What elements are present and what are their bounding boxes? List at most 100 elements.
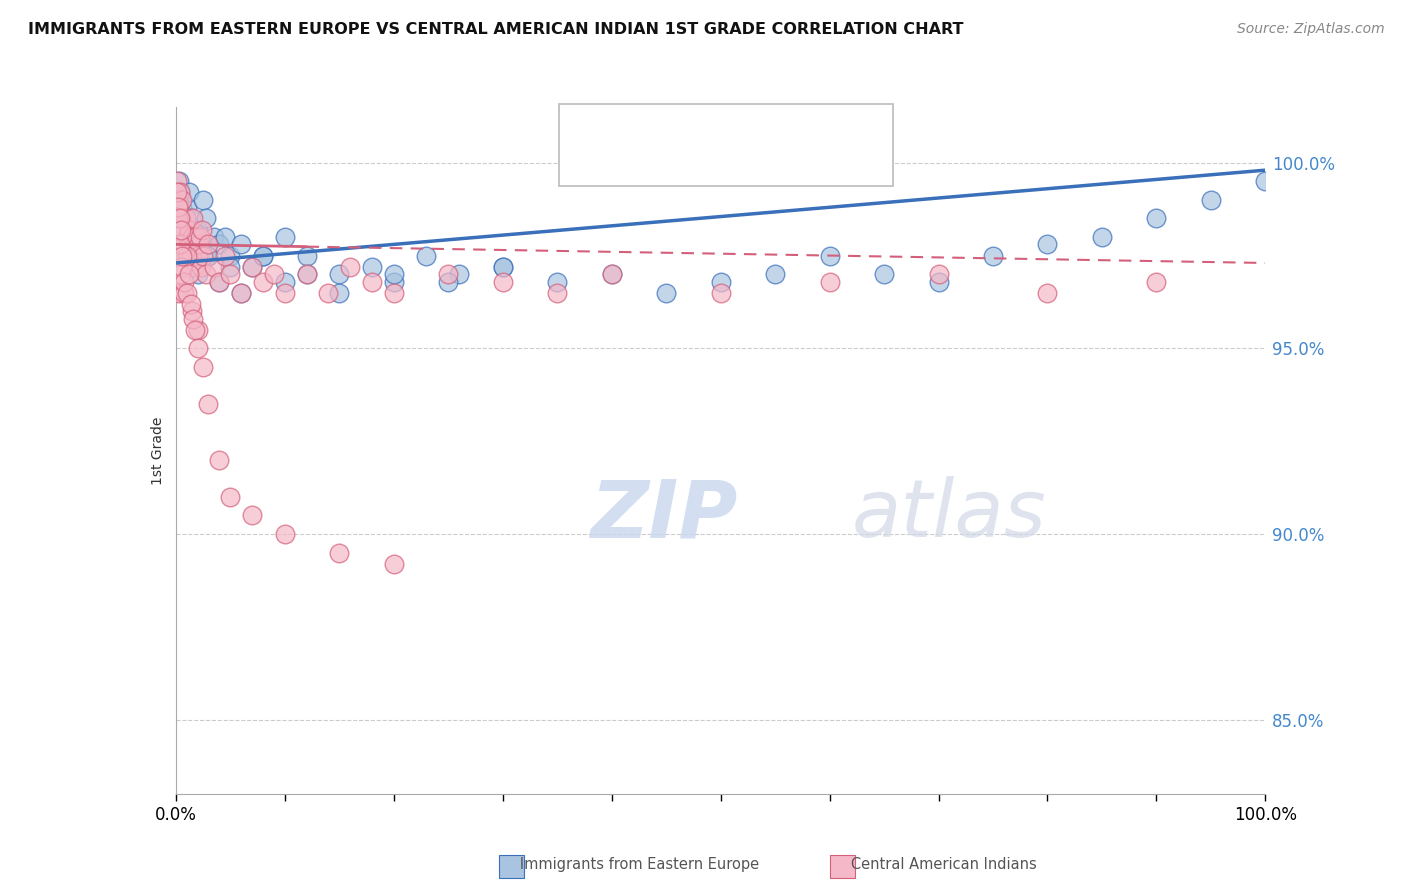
Text: Immigrants from Eastern Europe: Immigrants from Eastern Europe bbox=[506, 857, 759, 872]
Point bbox=[167, 211, 190, 226]
Point bbox=[219, 490, 242, 504]
Point bbox=[181, 311, 204, 326]
Point bbox=[492, 260, 515, 274]
Point bbox=[172, 193, 194, 207]
Point bbox=[328, 545, 350, 559]
Bar bbox=[569, 151, 600, 178]
Point bbox=[181, 230, 204, 244]
Point bbox=[181, 211, 204, 226]
Point bbox=[295, 248, 318, 262]
Bar bbox=[499, 855, 524, 878]
Point bbox=[170, 211, 193, 226]
Point bbox=[208, 237, 231, 252]
Point bbox=[176, 200, 198, 214]
Point bbox=[177, 267, 200, 281]
Point bbox=[710, 275, 733, 289]
Point bbox=[1146, 211, 1168, 226]
Point bbox=[176, 230, 198, 244]
Text: 0.302: 0.302 bbox=[662, 117, 720, 135]
Point bbox=[191, 359, 214, 374]
Point bbox=[191, 222, 214, 236]
Point bbox=[231, 285, 253, 300]
Text: Source: ZipAtlas.com: Source: ZipAtlas.com bbox=[1237, 22, 1385, 37]
Point bbox=[208, 275, 231, 289]
Text: R =: R = bbox=[610, 118, 644, 133]
Point bbox=[186, 230, 208, 244]
Point bbox=[240, 260, 263, 274]
Text: 56: 56 bbox=[800, 117, 823, 135]
Point bbox=[295, 267, 318, 281]
Point bbox=[188, 248, 211, 262]
Point bbox=[169, 186, 191, 200]
Point bbox=[181, 304, 204, 318]
Point bbox=[600, 267, 623, 281]
Point bbox=[274, 275, 297, 289]
Point bbox=[173, 285, 195, 300]
Point bbox=[274, 230, 297, 244]
Text: R =: R = bbox=[610, 157, 644, 172]
Point bbox=[172, 222, 194, 236]
Point bbox=[186, 222, 209, 236]
Point bbox=[219, 267, 242, 281]
Point bbox=[166, 186, 188, 200]
Point bbox=[437, 275, 460, 289]
Point bbox=[166, 174, 188, 188]
Point bbox=[177, 186, 200, 200]
Point bbox=[202, 230, 225, 244]
Point bbox=[219, 260, 242, 274]
Point bbox=[191, 248, 214, 262]
Point bbox=[186, 267, 209, 281]
Point bbox=[167, 200, 190, 214]
Text: -0.030: -0.030 bbox=[662, 155, 721, 173]
Point bbox=[339, 260, 361, 274]
Point bbox=[167, 200, 190, 214]
Point bbox=[600, 267, 623, 281]
Point bbox=[167, 285, 190, 300]
Point bbox=[174, 211, 197, 226]
Text: atlas: atlas bbox=[852, 476, 1046, 555]
Point bbox=[318, 285, 340, 300]
Point bbox=[169, 222, 191, 236]
Point bbox=[186, 323, 209, 337]
Point bbox=[197, 248, 219, 262]
Point bbox=[187, 237, 209, 252]
Point bbox=[197, 237, 219, 252]
Text: 79: 79 bbox=[800, 155, 823, 173]
Point bbox=[186, 342, 209, 356]
Point bbox=[1199, 193, 1222, 207]
Point bbox=[173, 237, 195, 252]
Bar bbox=[569, 112, 600, 140]
Point bbox=[170, 193, 193, 207]
Point bbox=[1036, 285, 1059, 300]
Point bbox=[382, 275, 405, 289]
Point bbox=[252, 275, 274, 289]
Point bbox=[214, 230, 236, 244]
Point bbox=[818, 248, 841, 262]
FancyBboxPatch shape bbox=[558, 104, 893, 186]
Point bbox=[179, 237, 201, 252]
Point bbox=[186, 248, 209, 262]
Point bbox=[263, 267, 285, 281]
Text: IMMIGRANTS FROM EASTERN EUROPE VS CENTRAL AMERICAN INDIAN 1ST GRADE CORRELATION : IMMIGRANTS FROM EASTERN EUROPE VS CENTRA… bbox=[28, 22, 963, 37]
Point bbox=[1254, 174, 1277, 188]
Point bbox=[181, 230, 204, 244]
Point bbox=[1146, 275, 1168, 289]
Point bbox=[208, 452, 231, 467]
Point bbox=[188, 230, 211, 244]
Point bbox=[240, 508, 263, 523]
Point bbox=[180, 248, 202, 262]
Point bbox=[176, 248, 198, 262]
Point bbox=[492, 260, 515, 274]
Text: N =: N = bbox=[752, 157, 786, 172]
Point bbox=[190, 260, 212, 274]
Point bbox=[231, 285, 253, 300]
Point bbox=[928, 275, 950, 289]
Point bbox=[169, 211, 191, 226]
Point bbox=[180, 297, 202, 311]
Point bbox=[928, 267, 950, 281]
Point bbox=[184, 323, 207, 337]
Point bbox=[1036, 237, 1059, 252]
Point bbox=[546, 275, 568, 289]
Point bbox=[176, 285, 198, 300]
Point bbox=[173, 211, 195, 226]
